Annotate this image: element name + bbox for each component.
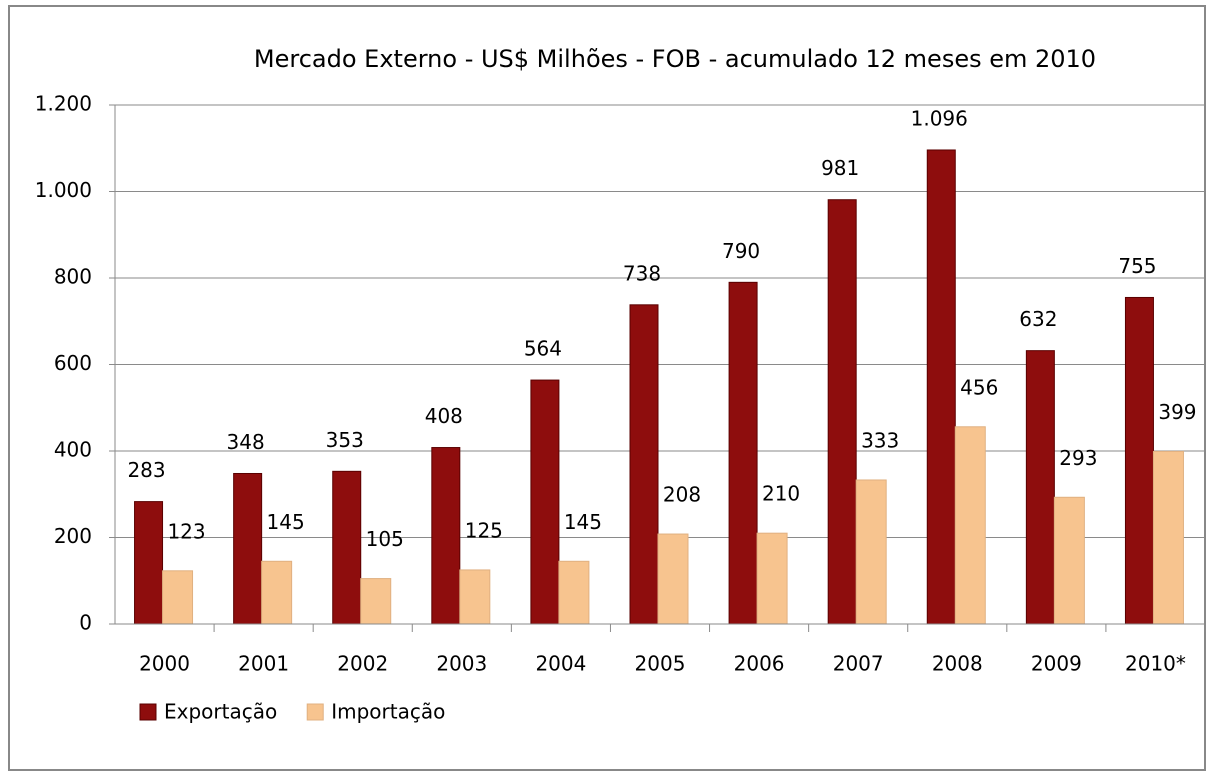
bar — [332, 470, 362, 625]
bar — [629, 304, 659, 625]
x-tick-label: 2007 — [833, 652, 884, 676]
bar — [134, 501, 164, 625]
bar — [954, 426, 986, 625]
bar — [1124, 296, 1154, 625]
legend-swatch — [139, 703, 157, 721]
data-label: 123 — [167, 519, 205, 543]
bar — [459, 569, 491, 625]
bar — [1025, 350, 1055, 625]
data-label: 790 — [722, 239, 760, 263]
bar — [261, 560, 293, 625]
bar — [558, 560, 590, 625]
data-label: 293 — [1059, 446, 1097, 470]
y-tick-label: 600 — [54, 351, 92, 375]
data-label: 353 — [326, 428, 364, 452]
data-label: 145 — [267, 510, 305, 534]
y-tick-label: 1.000 — [35, 178, 92, 202]
bar — [756, 532, 788, 625]
bar — [827, 199, 857, 625]
data-label: 145 — [564, 510, 602, 534]
bar — [855, 479, 887, 625]
x-tick-label: 2000 — [139, 652, 190, 676]
y-tick-label: 800 — [54, 265, 92, 289]
y-tick-label: 400 — [54, 438, 92, 462]
data-label: 456 — [960, 375, 998, 399]
bar — [530, 379, 560, 625]
x-tick-label: 2001 — [238, 652, 289, 676]
data-label: 399 — [1158, 400, 1196, 424]
data-label: 283 — [127, 458, 165, 482]
y-tick-label: 0 — [79, 611, 92, 635]
legend-label: Exportação — [164, 700, 277, 724]
x-tick-label: 2006 — [734, 652, 785, 676]
data-label: 210 — [762, 482, 800, 506]
bar — [1152, 450, 1184, 625]
data-label: 125 — [465, 518, 503, 542]
data-label: 333 — [861, 428, 899, 452]
x-tick-label: 2008 — [932, 652, 983, 676]
x-tick-label: 2004 — [535, 652, 586, 676]
bar — [1053, 496, 1085, 625]
data-label: 564 — [524, 337, 562, 361]
data-label: 755 — [1118, 254, 1156, 278]
x-tick-label: 2005 — [635, 652, 686, 676]
data-label: 632 — [1019, 307, 1057, 331]
legend-swatch — [306, 703, 324, 721]
bar — [657, 533, 689, 625]
bar — [360, 578, 392, 625]
bar — [162, 570, 194, 625]
chart-frame — [8, 5, 1206, 771]
bar — [926, 149, 956, 625]
y-tick-label: 200 — [54, 524, 92, 548]
data-label: 408 — [425, 404, 463, 428]
data-label: 348 — [227, 430, 265, 454]
data-label: 105 — [366, 527, 404, 551]
bar — [431, 447, 461, 625]
bar — [233, 472, 263, 625]
legend-label: Importação — [331, 700, 445, 724]
data-label: 208 — [663, 483, 701, 507]
y-tick-label: 1.200 — [35, 92, 92, 116]
data-label: 1.096 — [911, 106, 968, 130]
x-tick-label: 2002 — [337, 652, 388, 676]
bar — [728, 281, 758, 625]
x-tick-label: 2003 — [436, 652, 487, 676]
data-label: 981 — [821, 156, 859, 180]
x-tick-label: 2009 — [1031, 652, 1082, 676]
chart-title: Mercado Externo - US$ Milhões - FOB - ac… — [254, 45, 1096, 73]
x-tick-label: 2010* — [1125, 652, 1186, 676]
data-label: 738 — [623, 261, 661, 285]
